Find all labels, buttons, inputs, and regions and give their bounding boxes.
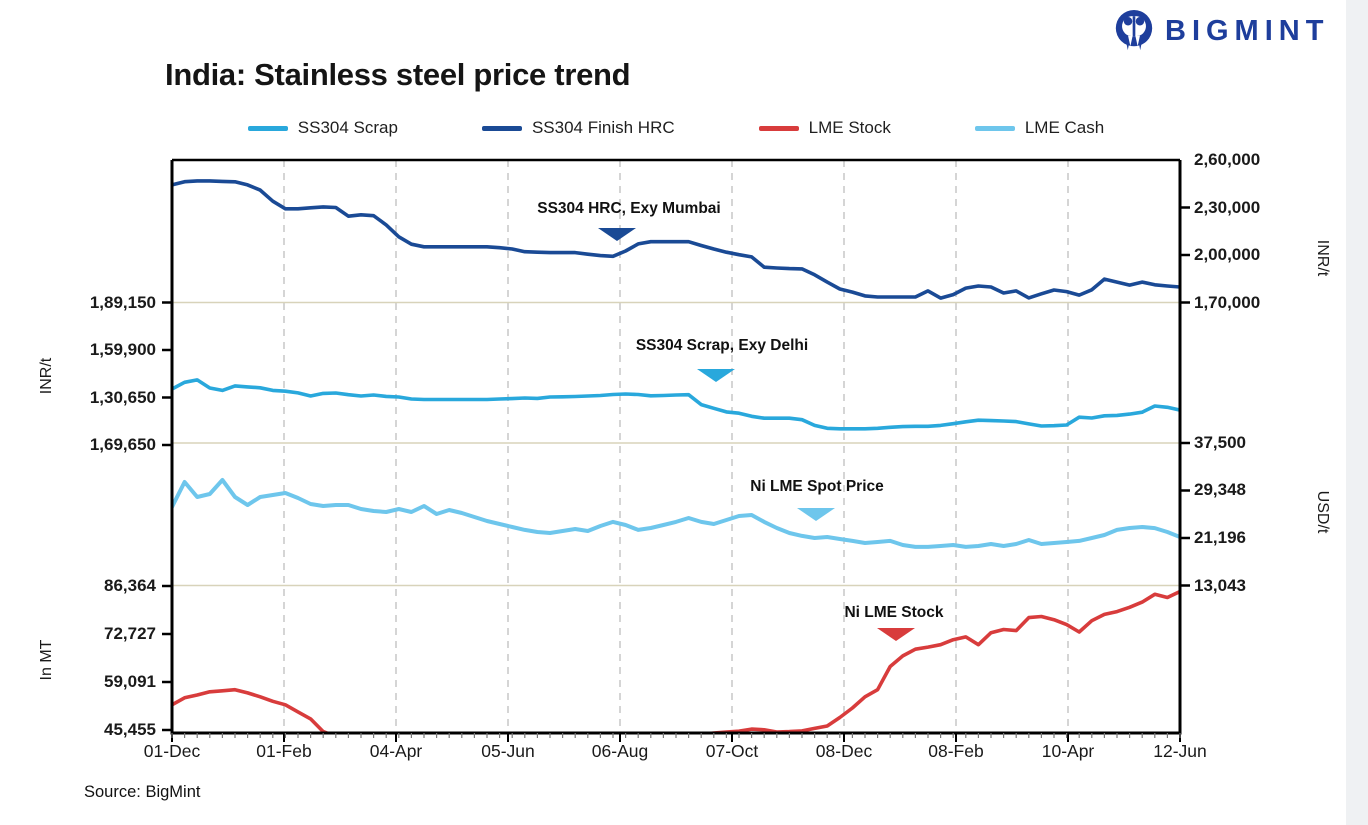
legend-item-ss304-scrap[interactable]: SS304 Scrap: [247, 118, 398, 138]
legend-swatch: [247, 125, 288, 131]
y-tick-label-left: 59,091: [104, 672, 156, 691]
x-tick-label: 08-Dec: [815, 741, 873, 761]
bigmint-logo-icon: [1115, 9, 1153, 51]
x-tick-label: 12-Jun: [1153, 741, 1207, 761]
axis-unit-right_upper: INR/t: [1314, 239, 1331, 277]
legend-item-lme-stock[interactable]: LME Stock: [758, 118, 891, 138]
annotation-text-2: Ni LME Spot Price: [750, 478, 884, 495]
axis-unit-right_lower: USD/t: [1314, 490, 1331, 534]
series-line-lme-stock[interactable]: [172, 589, 1180, 740]
legend-swatch: [758, 125, 799, 131]
annotation-text-0: SS304 HRC, Exy Mumbai: [537, 200, 721, 217]
series-line-lme-cash[interactable]: [172, 478, 1180, 549]
annotation-text-1: SS304 Scrap, Exy Delhi: [635, 337, 809, 354]
bigmint-logo: BIGMINT: [1112, 8, 1329, 54]
bigmint-logo-text: BIGMINT: [1165, 14, 1330, 47]
legend-label: SS304 Finish HRC: [531, 118, 675, 137]
x-tick-label: 01-Dec: [143, 741, 201, 761]
legend-swatch: [974, 125, 1015, 131]
annotation-arrow-icon: [797, 508, 835, 521]
y-tick-label-left: 45,455: [104, 720, 156, 739]
annotation-arrow-icon: [598, 228, 636, 241]
annotation-arrow-icon: [877, 628, 915, 641]
x-tick-label: 05-Jun: [481, 741, 535, 761]
x-tick-label: 07-Oct: [705, 741, 759, 761]
y-tick-label-right: 37,500: [1194, 433, 1246, 452]
legend-item-lme-cash[interactable]: LME Cash: [974, 118, 1105, 138]
legend-label: LME Stock: [808, 118, 891, 137]
y-tick-label-right: 21,196: [1194, 527, 1246, 547]
y-tick-label-left: 1,69,650: [89, 435, 156, 454]
x-tick-label: 04-Apr: [369, 741, 423, 761]
y-tick-label-left: 1,30,650: [89, 387, 156, 407]
x-tick-label: 08-Feb: [928, 741, 984, 761]
legend-swatch: [481, 125, 522, 131]
legend-label: SS304 Scrap: [297, 118, 398, 137]
legend-label: LME Cash: [1024, 118, 1105, 137]
annotation-arrow-icon: [697, 369, 735, 382]
y-tick-label-right: 1,70,000: [1194, 292, 1261, 312]
y-tick-label-left: 86,364: [104, 576, 156, 595]
y-tick-label-right: 2,00,000: [1194, 245, 1261, 264]
x-tick-label: 01-Feb: [256, 741, 312, 761]
y-tick-label-right: 13,043: [1194, 575, 1246, 595]
x-tick-label: 10-Apr: [1041, 741, 1095, 761]
y-tick-label-left: 1,59,900: [89, 340, 156, 359]
source-note: Source: BigMint: [84, 783, 201, 801]
x-tick-label: 06-Aug: [591, 741, 649, 761]
y-tick-label-left: 1,89,150: [89, 292, 156, 312]
axis-unit-left_upper: INR/t: [38, 357, 55, 395]
page-edge-strip: [1346, 0, 1368, 825]
y-tick-label-left: 72,727: [104, 624, 156, 643]
y-tick-label-right: 2,60,000: [1194, 150, 1261, 169]
axis-unit-left_lower: In MT: [38, 639, 55, 681]
legend-item-ss304-finish-hrc[interactable]: SS304 Finish HRC: [481, 118, 675, 138]
series-line-ss304-finish-hrc[interactable]: [172, 179, 1180, 300]
annotation-text-3: Ni LME Stock: [844, 604, 944, 621]
legend: SS304 Scrap SS304 Finish HRC LME Stock LME …: [172, 118, 1180, 138]
y-tick-label-right: 29,348: [1194, 480, 1246, 500]
series-line-ss304-scrap[interactable]: [172, 378, 1180, 431]
chart-title: India: Stainless steel price trend: [165, 57, 631, 92]
y-tick-label-right: 2,30,000: [1194, 197, 1261, 217]
